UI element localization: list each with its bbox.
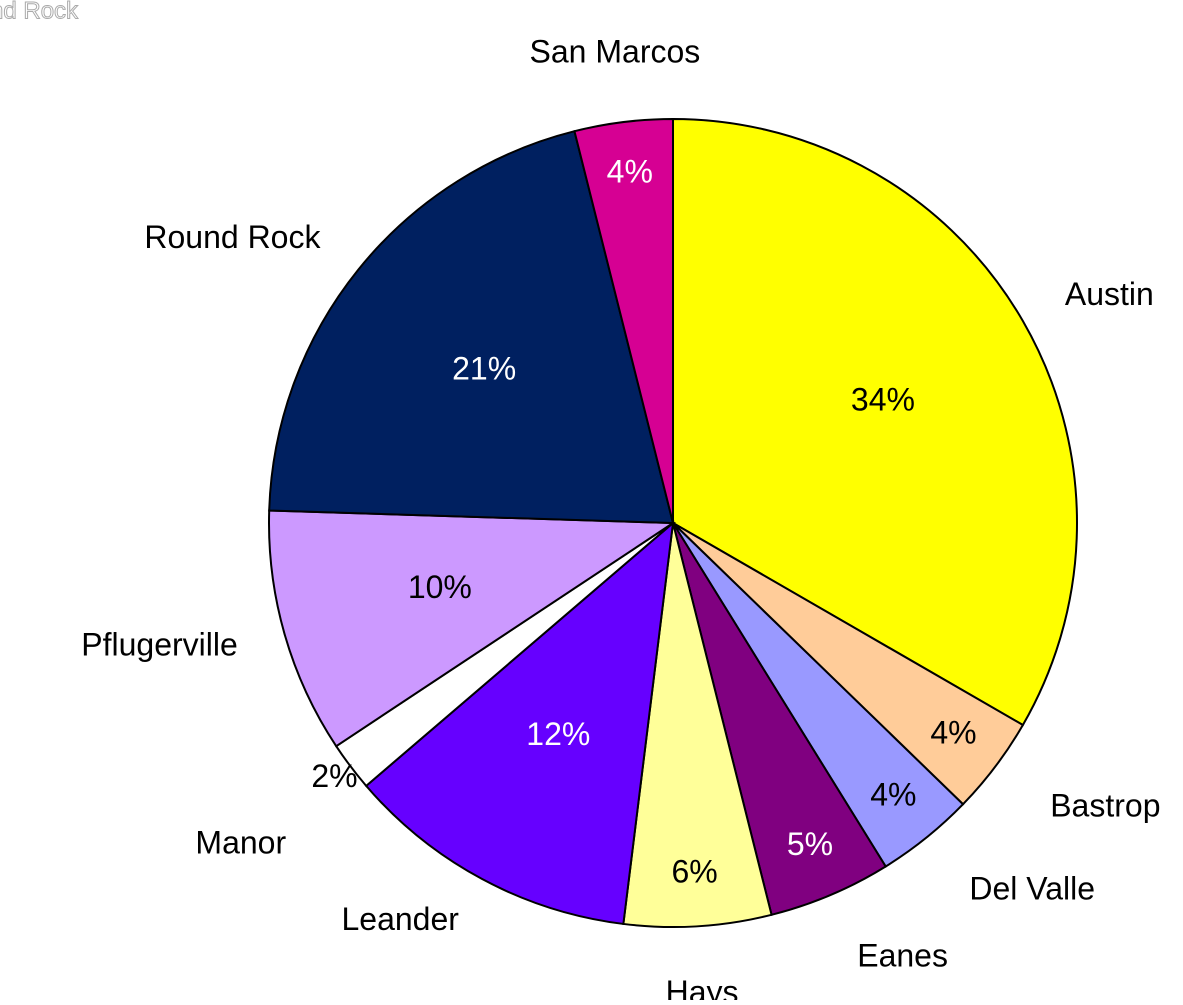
category-label: Hays	[666, 974, 739, 1000]
pie-slice	[672, 117, 1078, 727]
value-label: 12%	[526, 716, 590, 752]
category-label: Austin	[1065, 276, 1154, 312]
value-label: 6%	[672, 853, 718, 889]
value-label: 4%	[930, 714, 976, 750]
category-label: Pflugerville	[81, 626, 238, 662]
category-label: San Marcos	[530, 33, 701, 69]
pie-slice	[364, 520, 675, 926]
pie-slice	[622, 522, 773, 928]
value-label: 34%	[851, 381, 915, 417]
category-label: Bastrop	[1050, 787, 1160, 823]
category-label: Leander	[341, 901, 459, 937]
value-label: 10%	[408, 569, 472, 605]
value-label: 4%	[870, 776, 916, 812]
category-label: Eanes	[857, 938, 948, 974]
pie-slice	[268, 129, 675, 525]
value-label: 21%	[452, 350, 516, 386]
value-label: 5%	[787, 826, 833, 862]
category-label: Round Rock	[144, 219, 321, 255]
pie-slice	[268, 509, 677, 748]
pie-slice	[573, 117, 674, 524]
category-label: Del Valle	[969, 871, 1095, 907]
watermark: nd Rock	[0, 0, 79, 24]
category-label: Manor	[195, 825, 286, 861]
value-label: 2%	[311, 758, 357, 794]
value-label: 4%	[607, 154, 653, 190]
